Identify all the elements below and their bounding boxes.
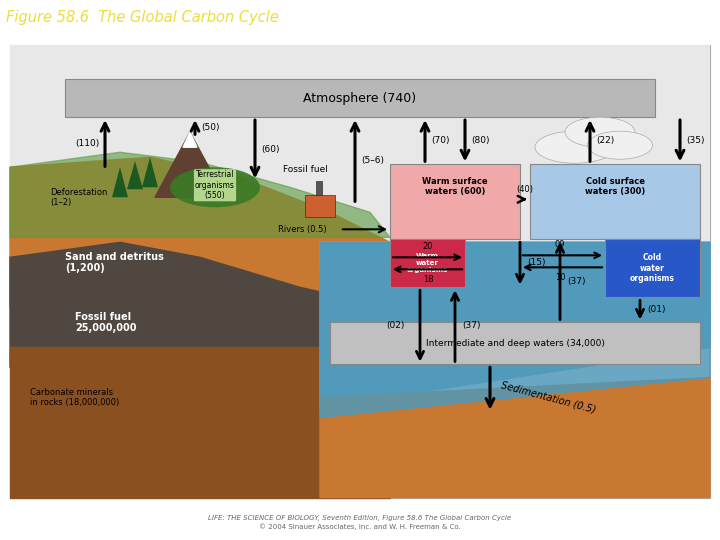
Text: Terrestrial
organisms
(550): Terrestrial organisms (550) [195,170,235,200]
Text: Cold surface
waters (300): Cold surface waters (300) [585,177,645,197]
Polygon shape [320,242,710,307]
Text: Atmosphere (740): Atmosphere (740) [303,92,417,105]
Text: Fossil fuel: Fossil fuel [282,165,328,174]
Text: (01): (01) [647,305,665,314]
Text: (37): (37) [567,277,585,286]
Ellipse shape [170,167,260,207]
Text: Figure 58.6  The Global Carbon Cycle: Figure 58.6 The Global Carbon Cycle [6,10,279,25]
Text: (02): (02) [387,321,405,330]
Text: 09: 09 [554,240,565,249]
Ellipse shape [535,131,615,163]
Text: Rivers (0.5): Rivers (0.5) [279,225,327,234]
Text: Sand and detritus
(1,200): Sand and detritus (1,200) [65,252,164,273]
Text: (35): (35) [686,136,704,145]
Bar [530,164,700,239]
Text: (80): (80) [471,136,490,145]
Bar [305,195,335,217]
Text: (22): (22) [596,136,614,145]
Text: (40): (40) [516,185,534,194]
Text: (70): (70) [431,136,449,145]
Text: (60): (60) [261,145,279,154]
Text: 10: 10 [554,273,565,282]
Text: Sedimentation (0.5): Sedimentation (0.5) [500,380,597,415]
Bar [10,45,710,307]
Text: (50): (50) [201,123,220,132]
Text: Warm surface
waters (600): Warm surface waters (600) [422,177,488,197]
Text: Cold
water
organisms: Cold water organisms [630,253,675,284]
Polygon shape [10,152,390,237]
Text: 20: 20 [423,242,433,251]
Text: (110): (110) [75,139,99,148]
Bar [390,164,520,239]
Polygon shape [320,242,710,408]
Text: © 2004 Sinauer Associates, Inc. and W. H. Freeman & Co.: © 2004 Sinauer Associates, Inc. and W. H… [259,524,461,530]
Text: (37): (37) [462,321,480,330]
Ellipse shape [565,117,635,147]
Bar [330,322,700,365]
Text: LIFE: THE SCIENCE OF BIOLOGY, Seventh Edition, Figure 58.6 The Global Carbon Cyc: LIFE: THE SCIENCE OF BIOLOGY, Seventh Ed… [208,515,512,522]
Polygon shape [10,242,390,367]
Polygon shape [10,157,390,307]
Text: Deforestation
(1–2): Deforestation (1–2) [50,187,107,207]
Polygon shape [10,347,390,497]
Bar [605,239,700,298]
Polygon shape [183,132,197,147]
Polygon shape [320,377,710,497]
Text: 18: 18 [423,275,433,285]
Polygon shape [127,161,143,189]
Polygon shape [142,157,158,187]
Bar [316,181,322,195]
Text: (5–6): (5–6) [361,156,384,165]
Ellipse shape [588,131,652,159]
Text: Intermediate and deep waters (34,000): Intermediate and deep waters (34,000) [426,339,604,348]
Text: Fossil fuel
25,000,000: Fossil fuel 25,000,000 [75,312,137,333]
Text: Warm
water
organisms: Warm water organisms [407,253,448,273]
Bar [65,79,655,117]
Polygon shape [112,167,128,197]
Polygon shape [320,242,710,417]
Text: (15): (15) [527,258,546,267]
Polygon shape [155,132,225,197]
Text: Carbonate minerals
in rocks (18,000,000): Carbonate minerals in rocks (18,000,000) [30,388,120,407]
Bar [390,239,465,287]
